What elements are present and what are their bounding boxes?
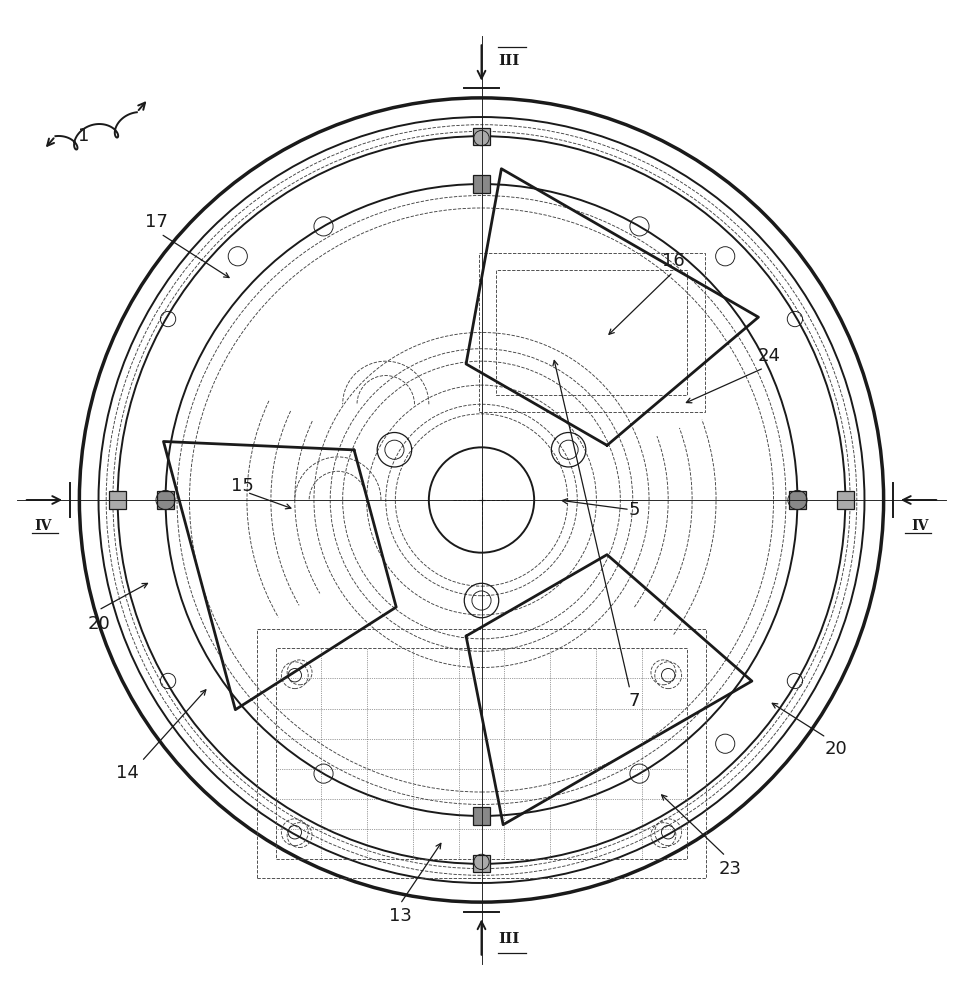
Bar <box>109 491 126 509</box>
Bar <box>496 270 688 395</box>
Text: 20: 20 <box>87 615 110 633</box>
Bar <box>837 491 854 509</box>
Text: 20: 20 <box>824 740 847 758</box>
Bar <box>479 253 705 412</box>
Bar <box>473 175 490 193</box>
Bar <box>275 648 688 859</box>
Text: 24: 24 <box>757 347 780 365</box>
Text: 7: 7 <box>629 692 640 710</box>
Bar <box>473 855 490 872</box>
Text: 23: 23 <box>719 860 742 878</box>
Text: III: III <box>499 932 520 946</box>
Bar <box>789 491 806 509</box>
Text: 13: 13 <box>389 907 411 925</box>
Text: 5: 5 <box>629 501 640 519</box>
Text: 14: 14 <box>116 764 139 782</box>
Text: 17: 17 <box>144 213 168 231</box>
Text: 1: 1 <box>78 127 90 145</box>
Bar <box>473 807 490 825</box>
Text: IV: IV <box>911 519 928 533</box>
Bar <box>256 629 707 878</box>
Bar <box>473 128 490 145</box>
Bar <box>157 491 174 509</box>
Text: IV: IV <box>35 519 52 533</box>
Text: 15: 15 <box>231 477 253 495</box>
Text: 16: 16 <box>662 252 685 270</box>
Text: III: III <box>499 54 520 68</box>
